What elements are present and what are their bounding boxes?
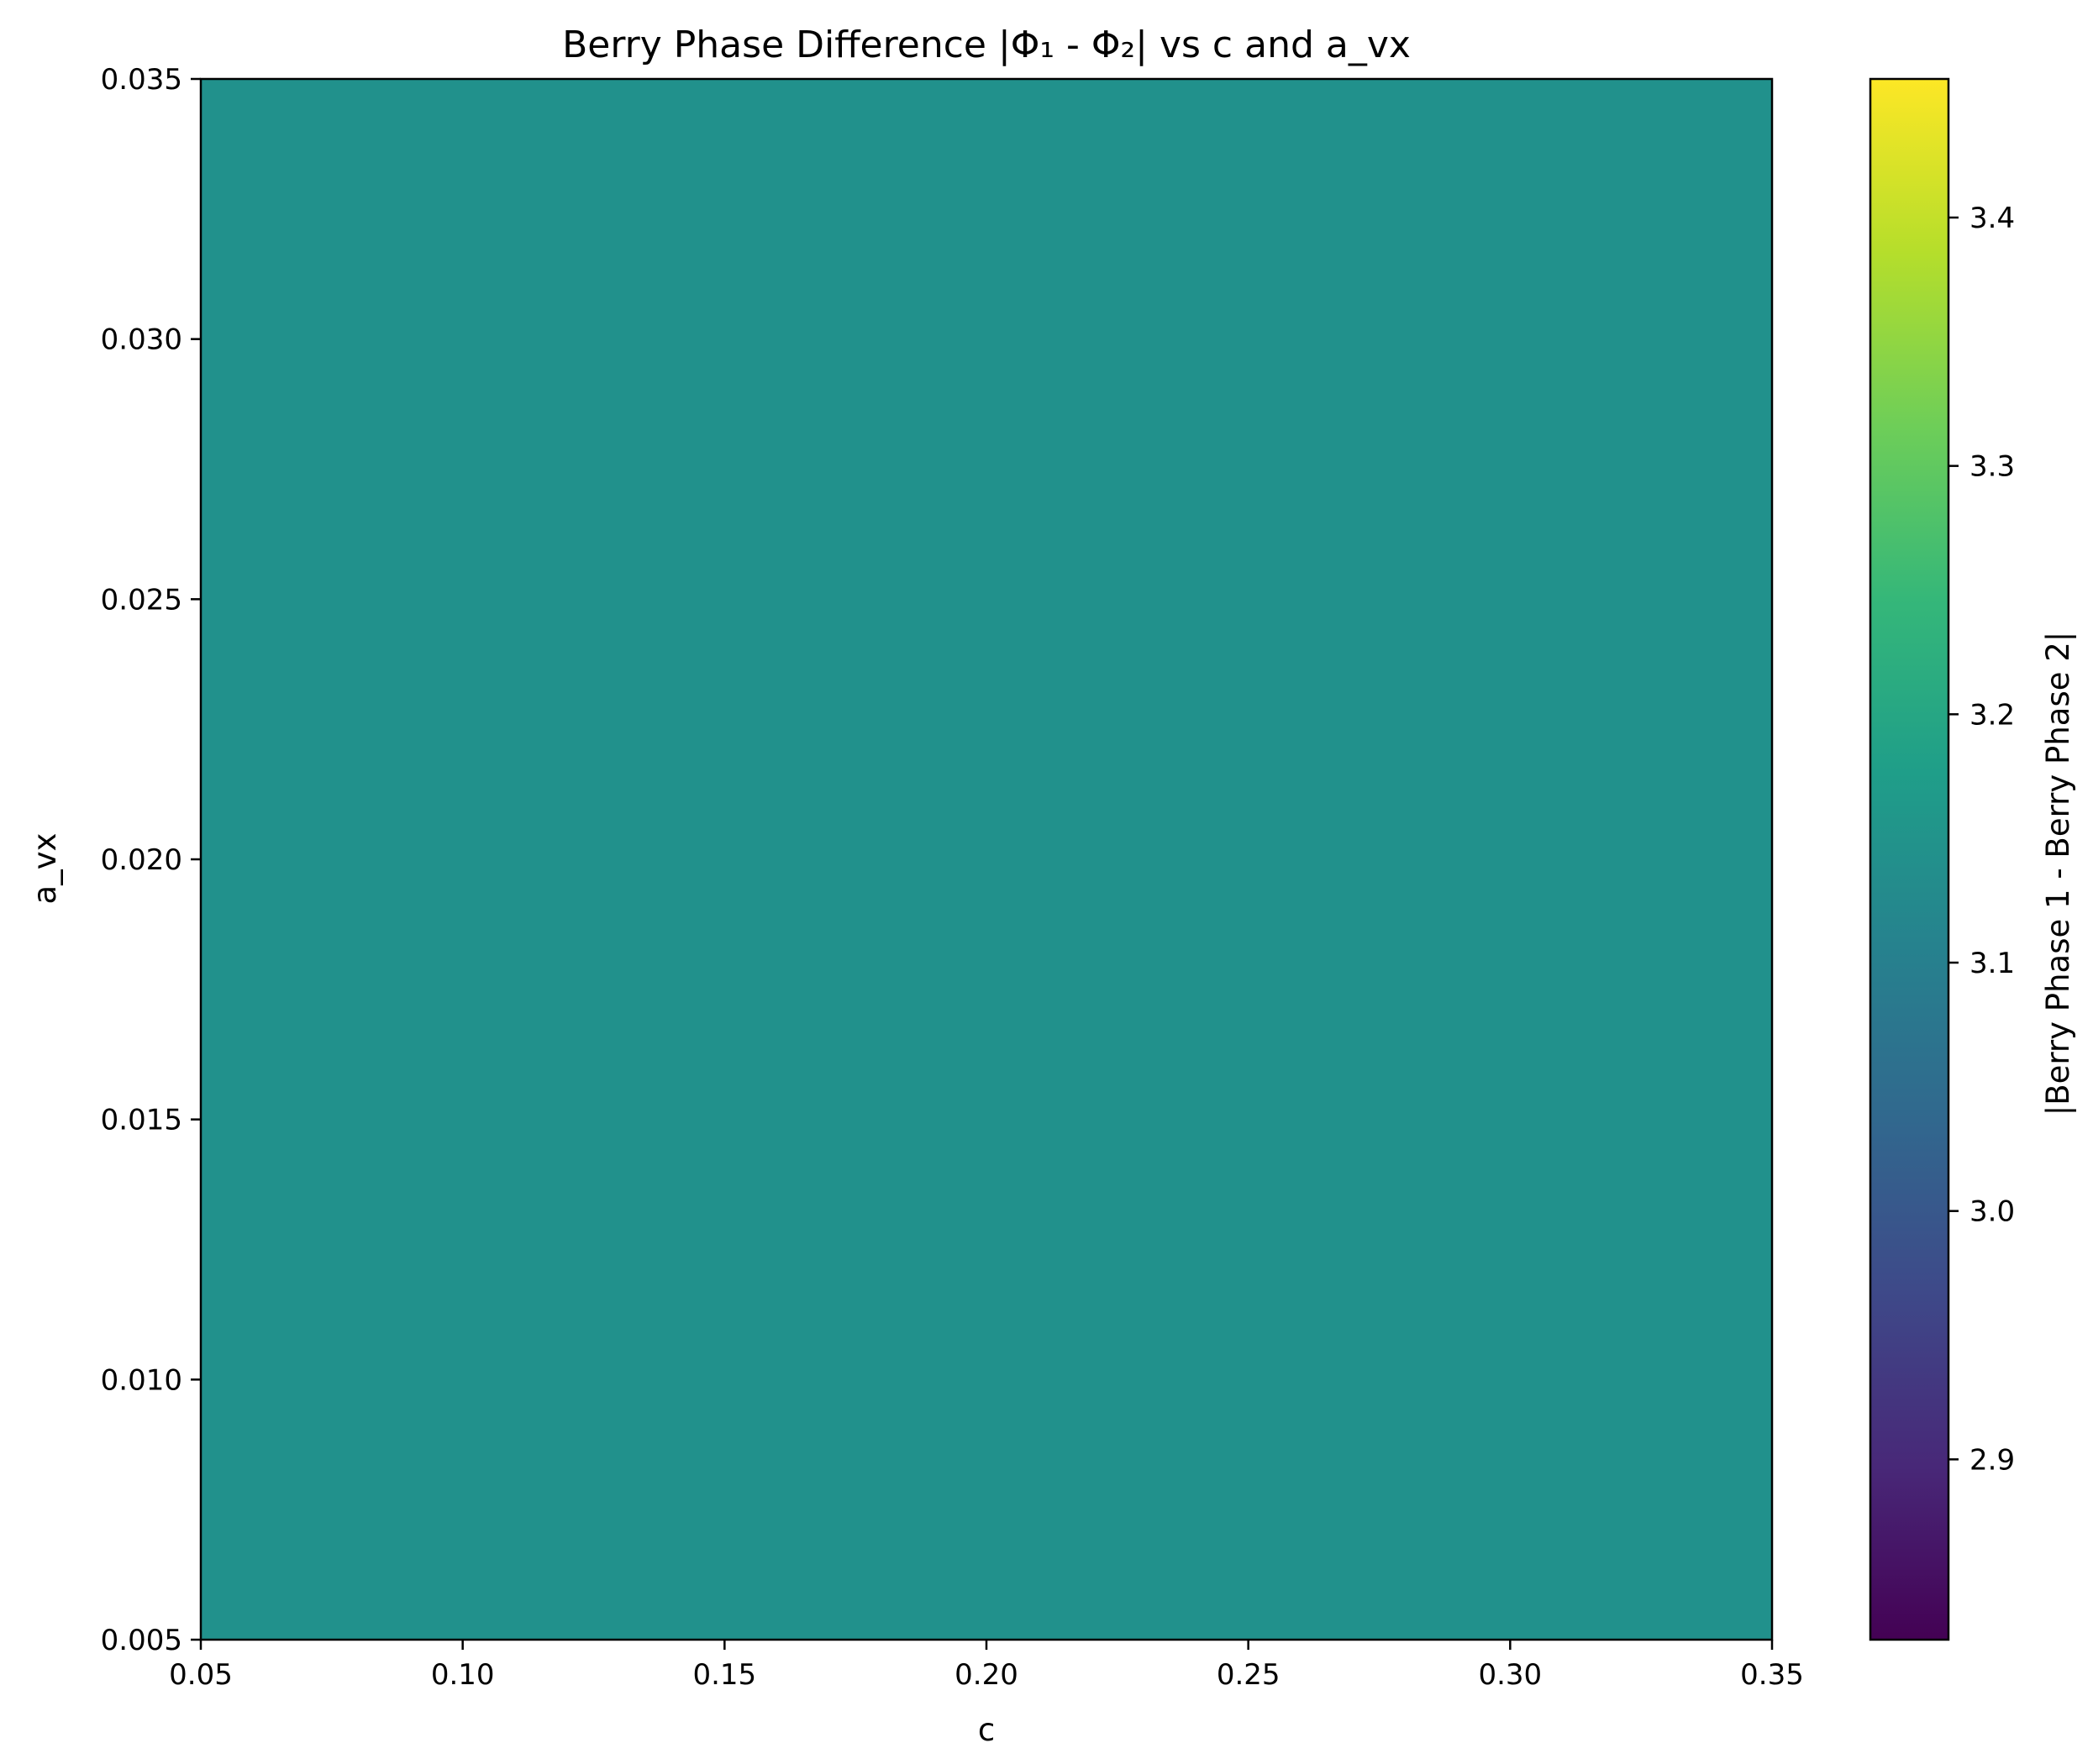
colorbar-tick-label: 3.2 — [1969, 698, 2015, 732]
y-tick-label: 0.030 — [101, 323, 182, 357]
x-tick-label: 0.15 — [692, 1658, 756, 1692]
plot-area — [199, 77, 1774, 1641]
x-tick-label: 0.35 — [1740, 1658, 1804, 1692]
x-axis-label: c — [978, 1712, 995, 1748]
colorbar-tick-label: 3.4 — [1969, 202, 2015, 235]
colorbar: 2.9 3.0 3.1 3.2 3.3 3.4 — [1869, 77, 2015, 1641]
y-axis-label: a_vx — [27, 833, 63, 905]
colorbar-tick-label: 3.0 — [1969, 1195, 2015, 1229]
y-axis: 0.005 0.010 0.015 0.020 0.025 0.030 0.035 — [101, 63, 201, 1657]
x-tick-label: 0.10 — [431, 1658, 495, 1692]
y-tick-label: 0.005 — [101, 1624, 182, 1657]
colorbar-tick-label: 2.9 — [1969, 1443, 2015, 1477]
colorbar-label: |Berry Phase 1 - Berry Phase 2| — [2040, 632, 2076, 1116]
x-tick-label: 0.25 — [1217, 1658, 1281, 1692]
x-tick-label: 0.20 — [954, 1658, 1018, 1692]
x-tick-label: 0.30 — [1478, 1658, 1542, 1692]
colorbar-frame — [1869, 77, 1950, 1641]
y-tick-label: 0.020 — [101, 843, 182, 877]
y-tick-label: 0.015 — [101, 1104, 182, 1137]
x-axis: 0.05 0.10 0.15 0.20 0.25 0.30 0.35 — [169, 1640, 1804, 1692]
y-tick-label: 0.010 — [101, 1363, 182, 1397]
colorbar-tick-label: 3.1 — [1969, 947, 2015, 980]
y-tick-label: 0.035 — [101, 63, 182, 97]
chart-title: Berry Phase Difference |Φ₁ - Φ₂| vs c an… — [562, 24, 1411, 66]
colorbar-gradient — [1870, 79, 1948, 1640]
x-tick-label: 0.05 — [169, 1658, 233, 1692]
colorbar-tick-label: 3.3 — [1969, 450, 2015, 484]
y-tick-label: 0.025 — [101, 583, 182, 617]
heatmap-cell — [201, 79, 1772, 1640]
